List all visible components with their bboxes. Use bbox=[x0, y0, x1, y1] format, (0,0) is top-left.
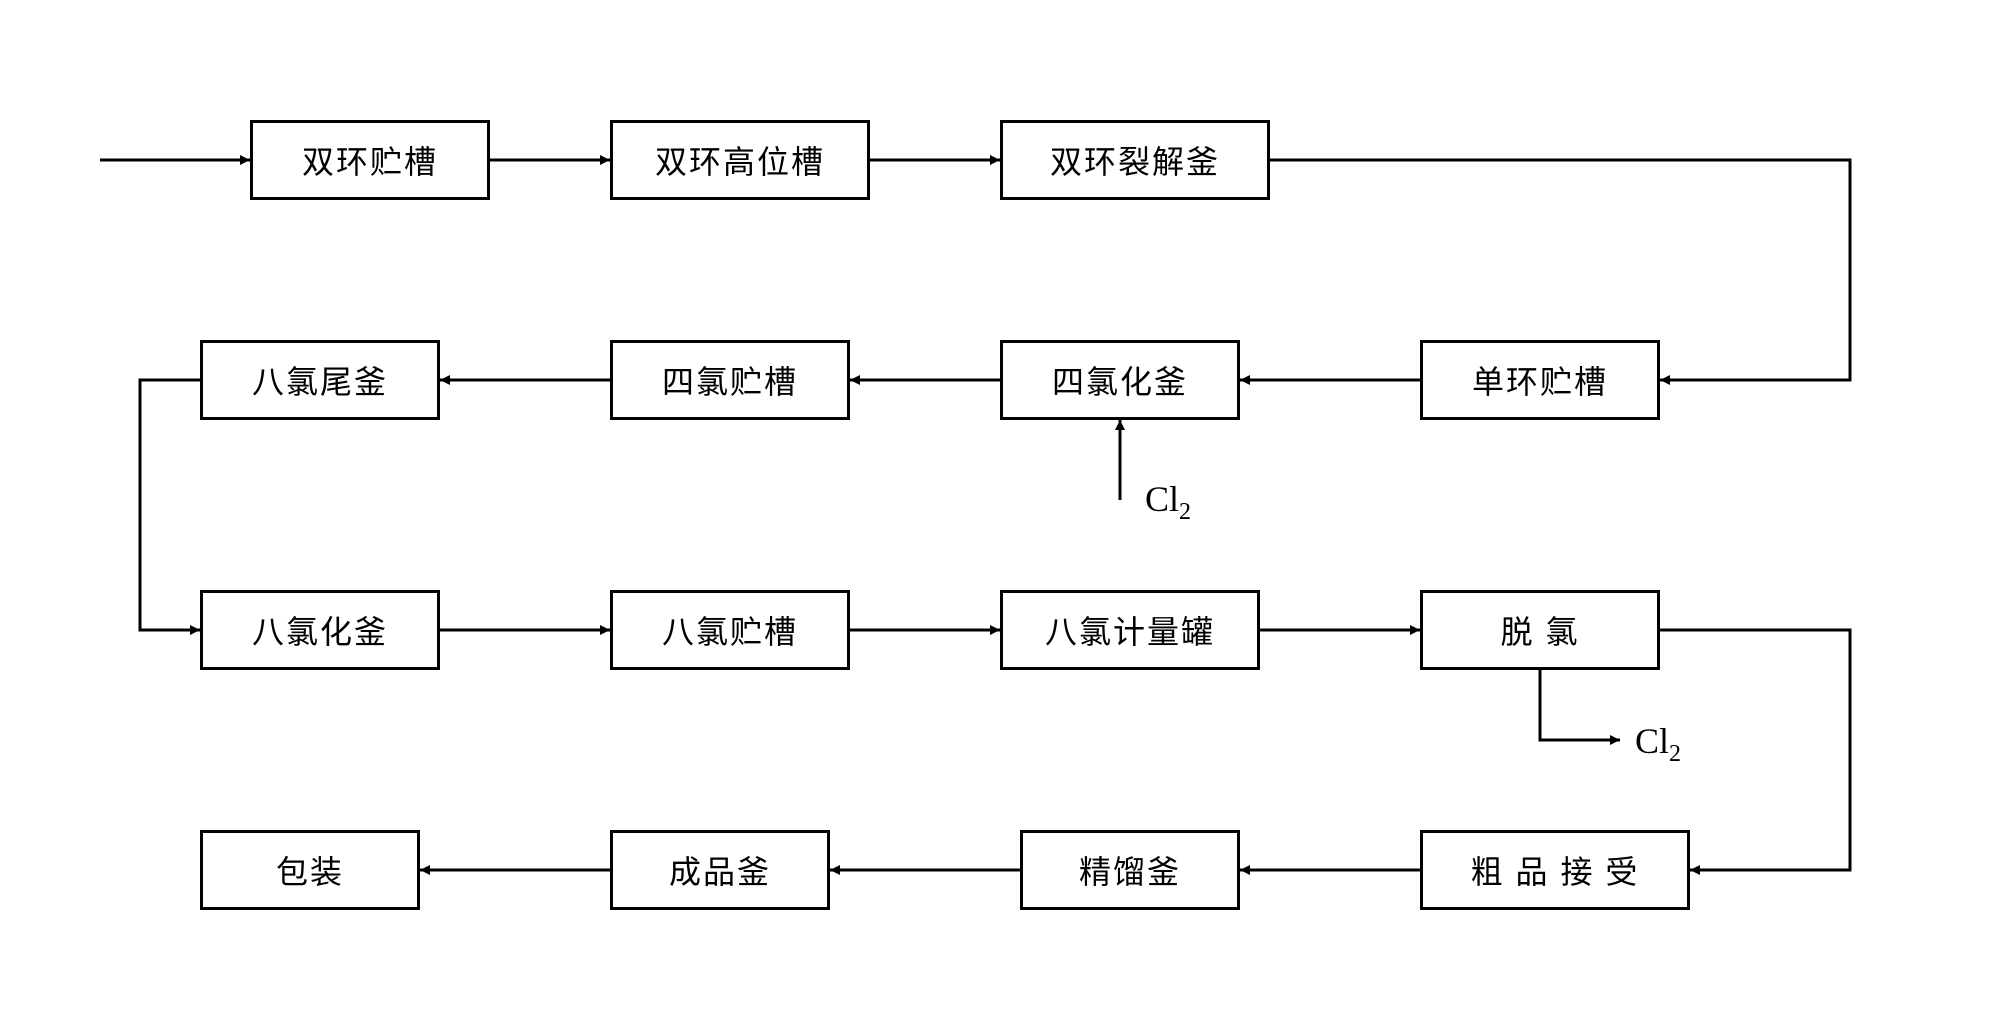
node-n11: 脱 氯 bbox=[1420, 590, 1660, 670]
node-n15: 包装 bbox=[200, 830, 420, 910]
node-label-n1: 双环贮槽 bbox=[302, 137, 438, 183]
node-label-n11: 脱 氯 bbox=[1501, 607, 1580, 653]
node-label-n4: 单环贮槽 bbox=[1472, 357, 1608, 403]
node-n1: 双环贮槽 bbox=[250, 120, 490, 200]
node-label-n13: 精馏釜 bbox=[1079, 847, 1181, 893]
node-label-n10: 八氯计量罐 bbox=[1045, 607, 1215, 653]
node-n2: 双环高位槽 bbox=[610, 120, 870, 200]
node-label-n7: 八氯尾釜 bbox=[252, 357, 388, 403]
node-n4: 单环贮槽 bbox=[1420, 340, 1660, 420]
node-n6: 四氯贮槽 bbox=[610, 340, 850, 420]
node-n10: 八氯计量罐 bbox=[1000, 590, 1260, 670]
node-label-n8: 八氯化釜 bbox=[252, 607, 388, 653]
node-label-n15: 包装 bbox=[276, 847, 344, 893]
label-cl2_out: Cl2 bbox=[1635, 720, 1681, 768]
node-label-n3: 双环裂解釜 bbox=[1050, 137, 1220, 183]
node-n7: 八氯尾釜 bbox=[200, 340, 440, 420]
node-n5: 四氯化釜 bbox=[1000, 340, 1240, 420]
node-label-n6: 四氯贮槽 bbox=[662, 357, 798, 403]
edge-16 bbox=[1540, 670, 1620, 740]
node-n12: 粗 品 接 受 bbox=[1420, 830, 1690, 910]
edge-7 bbox=[140, 380, 200, 630]
node-label-n12: 粗 品 接 受 bbox=[1471, 847, 1640, 893]
node-n14: 成品釜 bbox=[610, 830, 830, 910]
node-label-n14: 成品釜 bbox=[669, 847, 771, 893]
node-label-n5: 四氯化釜 bbox=[1052, 357, 1188, 403]
node-n13: 精馏釜 bbox=[1020, 830, 1240, 910]
node-n8: 八氯化釜 bbox=[200, 590, 440, 670]
node-label-n2: 双环高位槽 bbox=[655, 137, 825, 183]
node-label-n9: 八氯贮槽 bbox=[662, 607, 798, 653]
label-cl2_in: Cl2 bbox=[1145, 478, 1191, 526]
node-n3: 双环裂解釜 bbox=[1000, 120, 1270, 200]
node-n9: 八氯贮槽 bbox=[610, 590, 850, 670]
